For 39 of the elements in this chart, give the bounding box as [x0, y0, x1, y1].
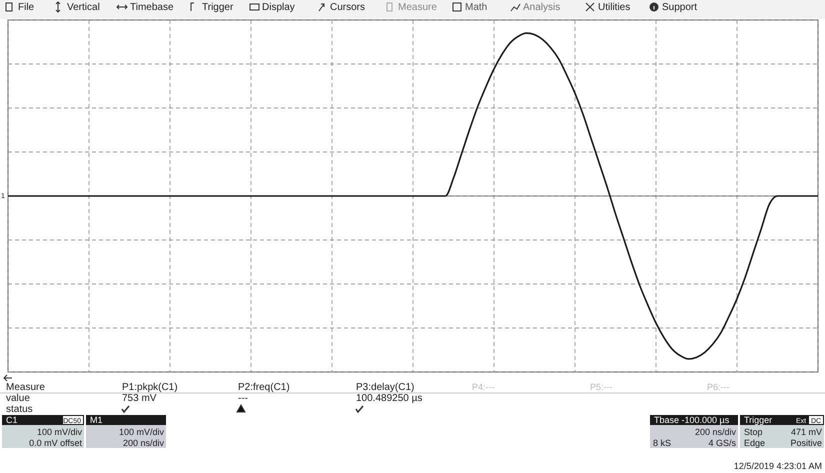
text: P5:--- [590, 382, 613, 392]
text: Support [662, 2, 698, 13]
text: Analysis [523, 2, 560, 13]
text: Timebase [130, 2, 174, 13]
text: Display [262, 2, 295, 13]
text: C1 [6, 415, 18, 425]
text: M1 [90, 415, 103, 425]
text: 753 mV [122, 393, 157, 404]
text: Measure [398, 2, 438, 13]
text: Measure [6, 382, 46, 393]
text: 100 mV/div [36, 427, 82, 437]
text: 100 mV/div [118, 427, 164, 437]
text: 100.489250 µs [356, 393, 422, 404]
text: Positive [790, 438, 822, 448]
text: Utilities [598, 2, 630, 13]
text: Stop [744, 427, 763, 437]
text: P2:freq(C1) [238, 382, 290, 393]
text: P6:--- [707, 382, 730, 392]
text: Trigger [744, 415, 772, 425]
text: P3:delay(C1) [356, 382, 414, 393]
text: value [6, 393, 30, 404]
text: P1:pkpk(C1) [122, 382, 178, 393]
text: Math [465, 2, 488, 13]
text: 8 kS [653, 438, 672, 448]
text: Cursors [330, 2, 366, 13]
text: 471 mV [790, 427, 822, 437]
text: Edge [744, 438, 766, 448]
text: P4:--- [472, 382, 495, 392]
text: Vertical [67, 2, 100, 13]
text: status [6, 404, 33, 415]
text: --- [238, 393, 248, 404]
text: 4 GS/s [708, 438, 736, 448]
text: Tbase -100.000 µs [654, 415, 730, 425]
text: File [18, 2, 35, 13]
text: 200 ns/div [694, 427, 736, 437]
text: 0.0 mV offset [29, 438, 82, 448]
text: Trigger [202, 2, 234, 13]
text: 200 ns/div [122, 438, 164, 448]
text: 12/5/2019 4:23:01 AM [734, 461, 822, 471]
